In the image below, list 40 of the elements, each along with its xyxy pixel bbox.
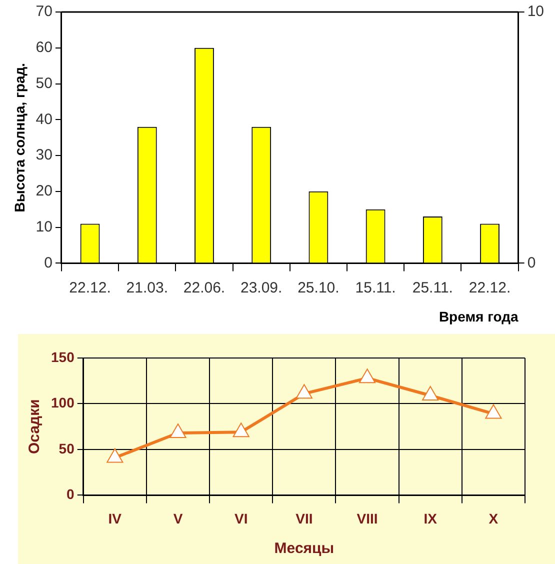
point — [106, 448, 124, 463]
point — [296, 384, 312, 399]
point — [358, 368, 376, 384]
y2-tick-label: 0 — [527, 254, 536, 272]
x-tick-label: V — [173, 510, 184, 526]
x-tick-label: VII — [296, 510, 313, 526]
x-axis-title: Время года — [438, 308, 519, 324]
x-tick-label: 22.12. — [69, 279, 111, 296]
point — [170, 424, 186, 438]
x-tick-label: 22.06. — [183, 279, 226, 296]
y-tick-label: 100 — [51, 394, 75, 411]
x-tick-label: VIII — [356, 510, 378, 526]
y-tick-label: 0 — [66, 486, 75, 502]
x-tick-label: 22.12. — [468, 279, 511, 296]
x-tick-label: 15.11. — [355, 279, 396, 296]
x-tick-label: 25.10. — [298, 279, 340, 296]
point — [232, 422, 250, 438]
y-tick-label: 10 — [36, 218, 52, 236]
x-tick-label: X — [488, 510, 499, 526]
y-axis-title: Высота солнца, град. — [11, 62, 28, 212]
y-tick-label: 50 — [36, 74, 52, 92]
x-tick-label: 23.09. — [240, 279, 282, 296]
point — [485, 404, 502, 419]
point — [422, 386, 439, 400]
x-tick-label: 25.11. — [412, 279, 453, 296]
y-axis-title: Осадки — [26, 399, 44, 454]
x-tick-label: IX — [424, 510, 438, 526]
y-tick-label: 0 — [44, 254, 52, 272]
y-tick-label: 70 — [36, 3, 52, 20]
y-tick-label: 40 — [36, 110, 52, 128]
x-tick-label: IV — [108, 510, 122, 526]
y2-tick-label: 10 — [527, 3, 544, 20]
x-tick-label: VI — [234, 510, 248, 526]
y-tick-label: 30 — [36, 146, 52, 164]
y-tick-label: 150 — [51, 348, 75, 365]
x-tick-label: 21.03. — [126, 279, 168, 296]
y-tick-label: 50 — [58, 440, 75, 456]
y-tick-label: 60 — [36, 39, 52, 56]
y-tick-label: 20 — [36, 182, 52, 200]
x-axis-title: Месяцы — [274, 540, 334, 558]
